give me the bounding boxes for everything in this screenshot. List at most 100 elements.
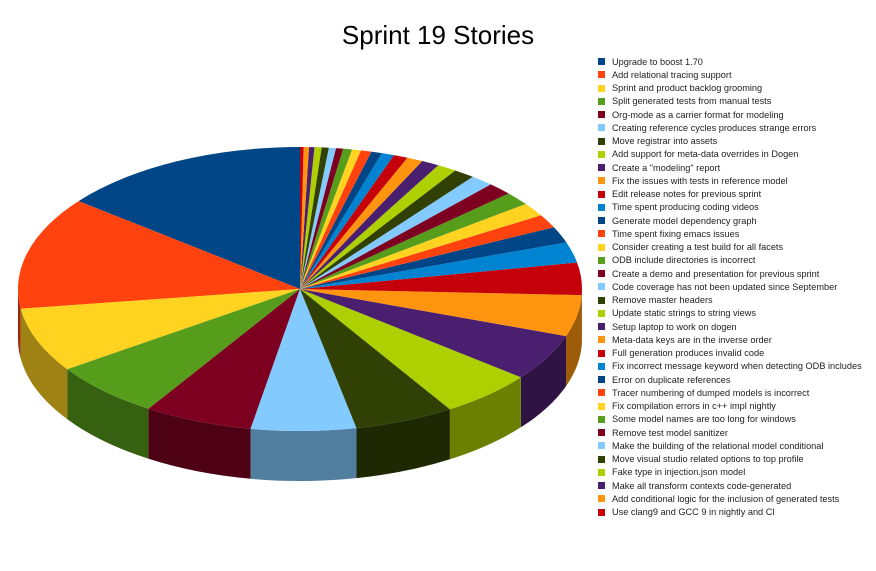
pie-slice-32: [300, 147, 322, 289]
legend-label: Add support for meta-data overrides in D…: [612, 149, 799, 160]
legend-label: Create a demo and presentation for previ…: [612, 268, 820, 279]
legend-item: Add support for meta-data overrides in D…: [598, 148, 873, 161]
legend-item: Make the building of the relational mode…: [598, 439, 873, 452]
legend-item: Make all transform contexts code-generat…: [598, 479, 873, 492]
legend-label: Sprint and product backlog grooming: [612, 83, 763, 94]
legend-item: Fix incorrect message keyword when detec…: [598, 360, 873, 373]
pie-slice-side-5: [148, 408, 251, 479]
legend-label: Create a "modeling" report: [612, 162, 721, 173]
legend-item: Tracer numbering of dumped models is inc…: [598, 386, 873, 399]
legend-item: Create a demo and presentation for previ…: [598, 267, 873, 280]
legend-swatch: [598, 230, 605, 238]
pie-slice-9: [300, 289, 567, 378]
legend-swatch: [598, 111, 605, 119]
pie-slice-side-8: [449, 377, 521, 460]
legend-swatch: [598, 177, 605, 185]
legend-item: Code coverage has not been updated since…: [598, 280, 873, 293]
legend-swatch: [598, 164, 605, 172]
legend-swatch: [598, 429, 605, 437]
legend-item: Fake type in injection.json model: [598, 466, 873, 479]
pie-slice-5: [148, 289, 300, 429]
legend-swatch: [598, 495, 605, 503]
pie-slice-29: [300, 148, 344, 289]
pie-slice-17: [300, 184, 509, 289]
pie-slice-23: [300, 155, 408, 289]
legend-label: Update static strings to string views: [612, 308, 756, 319]
legend-label: Fake type in injection.json model: [612, 467, 746, 478]
legend-swatch: [598, 71, 605, 79]
pie-slice-7: [300, 289, 450, 429]
legend-label: Fix compilation errors in c++ impl night…: [612, 401, 776, 412]
legend-item: Creating reference cycles produces stran…: [598, 121, 873, 134]
legend-item: Create a "modeling" report: [598, 161, 873, 174]
pie-slice-28: [300, 148, 353, 289]
pie-slice-31: [300, 147, 329, 289]
legend-item: Add relational tracing support: [598, 68, 873, 81]
legend-item: Full generation produces invalid code: [598, 347, 873, 360]
pie-slice-side-4: [67, 369, 149, 459]
pie-slice-21: [300, 161, 439, 289]
pie-slice-4: [67, 289, 300, 409]
legend-swatch: [598, 482, 605, 490]
legend-item: Move registrar into assets: [598, 135, 873, 148]
legend-swatch: [598, 137, 605, 145]
pie-slice-side-7: [356, 409, 450, 479]
pie-slice-30: [300, 147, 337, 289]
legend-item: Setup laptop to work on dogen: [598, 320, 873, 333]
legend-swatch: [598, 190, 605, 198]
pie-slice-27: [300, 149, 361, 289]
pie-slice-side-6: [250, 428, 357, 481]
legend-item: Move visual studio related options to to…: [598, 453, 873, 466]
pie-slice-18: [300, 176, 491, 289]
legend-label: Edit release notes for previous sprint: [612, 189, 762, 200]
pie-slice-33: [300, 147, 315, 289]
legend-item: Sprint and product backlog grooming: [598, 82, 873, 95]
pie-slice-2: [17, 201, 300, 309]
pie-slice-14: [300, 215, 554, 289]
pie-slice-side-10: [566, 295, 582, 387]
pie-sides: [18, 289, 582, 481]
legend-swatch: [598, 415, 605, 423]
pie-slice-22: [300, 157, 423, 289]
legend-swatch: [598, 323, 605, 331]
legend-label: Time spent producing coding videos: [612, 202, 759, 213]
pie-slice-34: [300, 147, 310, 289]
legend-swatch: [598, 442, 605, 450]
legend-label: Use clang9 and GCC 9 in nightly and CI: [612, 507, 775, 518]
pie-slice-15: [300, 203, 541, 289]
legend-item: Remove master headers: [598, 294, 873, 307]
legend-swatch: [598, 349, 605, 357]
legend-label: Move visual studio related options to to…: [612, 454, 804, 465]
legend-label: Code coverage has not been updated since…: [612, 281, 838, 292]
legend-label: Move registrar into assets: [612, 136, 718, 147]
legend-item: Time spent producing coding videos: [598, 201, 873, 214]
pie-slice-26: [300, 150, 372, 289]
pie-slice-side-9: [520, 336, 567, 428]
legend-label: Consider creating a test build for all f…: [612, 242, 784, 253]
legend-item: Use clang9 and GCC 9 in nightly and CI: [598, 506, 873, 519]
legend-swatch: [598, 376, 605, 384]
chart-title: Sprint 19 Stories: [341, 20, 535, 50]
pie-slice-25: [300, 151, 382, 289]
legend-swatch: [598, 362, 605, 370]
legend-label: Tracer numbering of dumped models is inc…: [612, 387, 810, 398]
legend-label: Make all transform contexts code-generat…: [612, 480, 792, 491]
legend-swatch: [598, 336, 605, 344]
legend-swatch: [598, 389, 605, 397]
legend-swatch: [598, 455, 605, 463]
legend-item: Split generated tests from manual tests: [598, 95, 873, 108]
legend-label: Add conditional logic for the inclusion …: [612, 493, 840, 504]
legend-label: Some model names are too long for window…: [612, 414, 796, 425]
legend-swatch: [598, 58, 605, 66]
legend-item: Fix the issues with tests in reference m…: [598, 174, 873, 187]
legend-label: Creating reference cycles produces stran…: [612, 122, 817, 133]
legend-swatch: [598, 203, 605, 211]
legend-label: Fix incorrect message keyword when detec…: [612, 361, 862, 372]
legend-item: Org-mode as a carrier format for modelin…: [598, 108, 873, 121]
legend-item: Upgrade to boost 1.70: [598, 55, 873, 68]
legend-swatch: [598, 217, 605, 225]
pie-slice-8: [300, 289, 521, 410]
legend-label: Time spent fixing emacs issues: [612, 228, 740, 239]
pie-tops: [17, 147, 582, 431]
